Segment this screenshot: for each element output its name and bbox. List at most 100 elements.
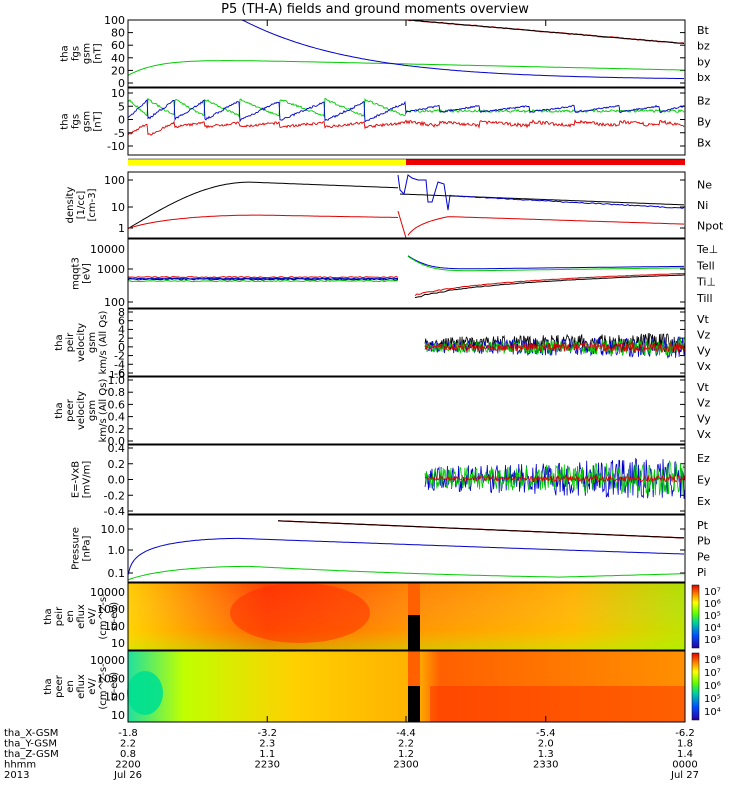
y-tick-label: 1.0 — [108, 544, 126, 557]
y-tick-label: -10 — [107, 140, 125, 153]
y-tick-label: 0.8 — [108, 386, 126, 399]
colorbar-tick: 10⁶ — [704, 599, 721, 610]
y-tick-label: 8 — [118, 306, 125, 319]
colorbar-tick: 10⁸ — [704, 655, 721, 666]
y-axis-label: sr-eV) — [109, 672, 120, 701]
legend-npot: Npot — [697, 220, 724, 233]
y-axis-label: gsm — [87, 400, 98, 421]
y-tick-label: -2 — [114, 350, 125, 363]
mode-bar-fast — [406, 159, 685, 165]
y-tick-label: 0 — [118, 77, 125, 90]
y-axis-label: fgs — [71, 46, 82, 61]
y-tick-label: 2 — [118, 332, 125, 345]
y-tick-label: 100 — [104, 14, 125, 27]
pi-series — [127, 537, 684, 576]
peer-gap-black — [408, 686, 420, 722]
panel-peir_vel — [128, 311, 685, 374]
y-tick-label: 1.0 — [109, 370, 125, 381]
xaxis-value: 1.2 — [398, 749, 414, 760]
panel-frame — [127, 87, 686, 156]
legend-ti⊥: Ti⊥ — [696, 276, 716, 289]
legend-vy: Vy — [697, 412, 711, 425]
tell-series-2 — [414, 274, 686, 299]
y-tick-label: 0.6 — [108, 398, 126, 411]
legend-by: by — [697, 55, 711, 68]
y-tick-label: 1 — [118, 222, 125, 235]
peir-colorbar — [691, 584, 700, 649]
xaxis-value: 2.0 — [538, 739, 554, 750]
xaxis-value: 2.2 — [398, 739, 414, 750]
y-axis-label: gsm — [82, 43, 93, 64]
y-tick-label: 0.4 — [108, 442, 126, 455]
y-tick-label: 10000 — [90, 243, 125, 256]
y-tick-label: -0.4 — [104, 505, 125, 518]
ez-series — [424, 474, 686, 484]
y-axis-label: (cm^2-s- — [98, 593, 109, 640]
xaxis-value: 1.8 — [677, 739, 693, 750]
y-tick-label: 10000 — [90, 586, 125, 599]
y-tick-label: 60 — [111, 39, 125, 52]
legend-te⊥: Te⊥ — [696, 243, 718, 256]
y-axis-label: peir — [54, 606, 65, 626]
y-axis-label: [nT] — [93, 111, 104, 131]
y-tick-label: 10 — [111, 709, 125, 722]
legend-pe: Pe — [697, 550, 710, 563]
tiperp-series-2 — [407, 255, 684, 270]
xaxis-value: -5.4 — [536, 728, 556, 739]
peer-cool-region — [127, 671, 163, 715]
ni-series — [127, 181, 399, 230]
y-tick-label: 100 — [104, 174, 125, 187]
panel-temp — [128, 268, 685, 303]
xaxis-row-label: tha_Y-GSM — [4, 739, 57, 750]
bx2-series — [127, 99, 685, 123]
y-axis-label: [nPa] — [82, 535, 93, 561]
teperp-series-2 — [414, 273, 685, 296]
y-axis-label: eV/ — [87, 678, 98, 695]
xaxis-value: 1.1 — [259, 749, 275, 760]
y-tick-label: 100 — [104, 691, 125, 704]
tiperp-series — [128, 277, 398, 280]
legend-vz: Vz — [697, 397, 711, 410]
y-tick-label: 100 — [104, 296, 125, 309]
legend-ez: Ez — [697, 452, 710, 465]
colorbar-tick: 10⁷ — [704, 587, 721, 598]
y-tick-label: 10 — [111, 87, 125, 100]
legend-till: Till — [696, 292, 713, 305]
xaxis-value: -1.8 — [118, 728, 138, 739]
y-tick-label: 100 — [104, 620, 125, 633]
y-tick-label: 10000 — [90, 654, 125, 667]
panel-pressure — [128, 528, 685, 574]
colorbar-tick: 10⁴ — [704, 707, 721, 718]
legend-pb: Pb — [697, 535, 711, 548]
xaxis-value: 2230 — [255, 760, 280, 771]
colorbar-tick: 10⁷ — [704, 668, 721, 679]
legend-ne: Ne — [697, 178, 712, 191]
y-tick-label: 40 — [111, 52, 125, 65]
y-tick-label: 4 — [118, 323, 125, 336]
y-tick-label: 1.0 — [108, 374, 126, 387]
y-tick-label: 0.2 — [108, 423, 126, 436]
xaxis-value: 2.2 — [120, 739, 136, 750]
peir-gap-black — [408, 615, 420, 650]
y-tick-label: 10 — [111, 201, 125, 214]
legend-tell: Tell — [696, 259, 715, 272]
y-axis-label: en — [65, 610, 76, 623]
colorbar-tick: 10⁵ — [704, 694, 721, 705]
y-axis-label: velocity — [76, 391, 87, 430]
y-axis-label: [cm-3] — [87, 188, 98, 221]
legend-vx: Vx — [697, 428, 712, 441]
pe-series — [127, 565, 685, 581]
bx-series — [190, 19, 685, 80]
panel-frame — [127, 308, 686, 377]
y-axis-label: [eV] — [82, 263, 93, 284]
y-tick-label: -6 — [114, 367, 125, 380]
till-series — [127, 279, 399, 283]
ni-series-2 — [399, 193, 685, 206]
legend-bz: Bz — [697, 95, 711, 108]
y-tick-label: -0.2 — [104, 489, 125, 502]
panel-peer_vel — [128, 379, 685, 442]
teperp-series — [127, 276, 399, 279]
mode-bar-slow — [128, 159, 406, 165]
y-tick-label: 0.0 — [108, 474, 126, 487]
